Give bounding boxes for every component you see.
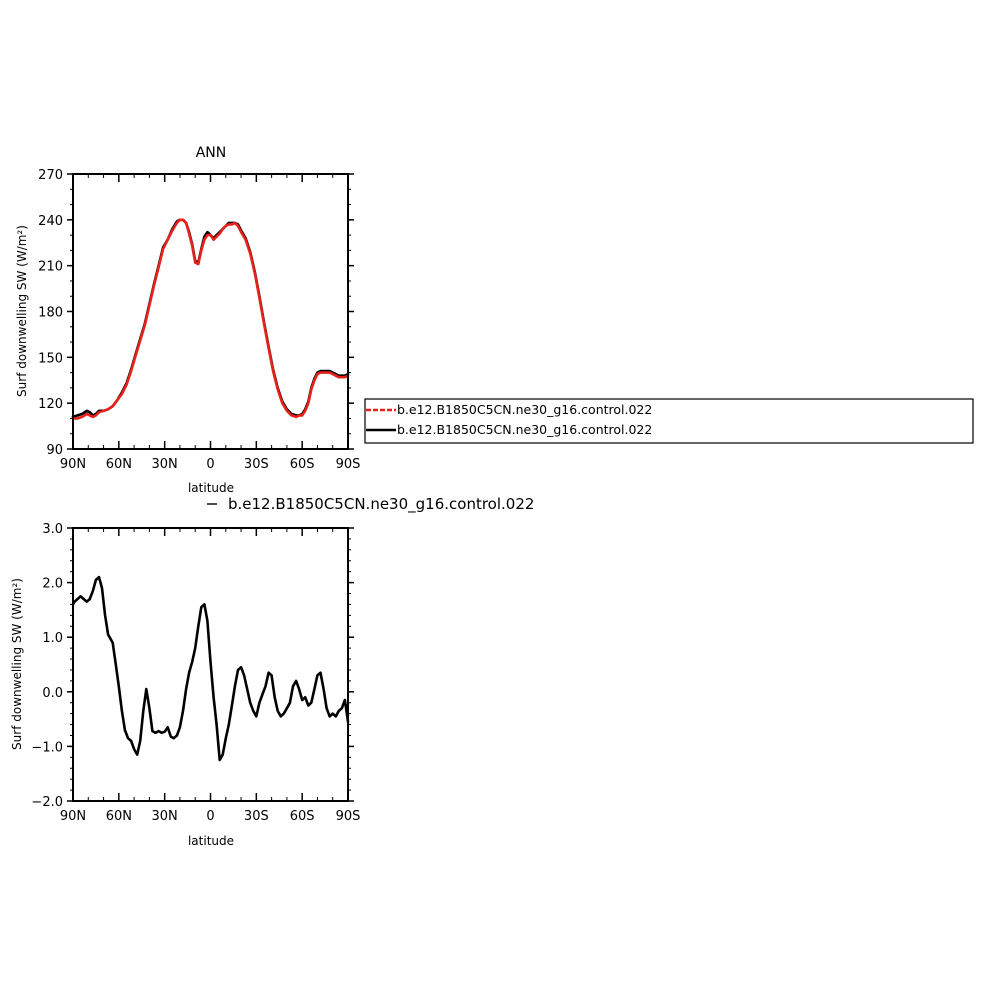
top-axes: 90N 60N 30N 0 30S 60S 90S 90 120 150 180 210 240 270 bbox=[38, 168, 360, 472]
y-tick-label: −1.0 bbox=[31, 740, 63, 755]
x-tick-label: 0 bbox=[206, 809, 214, 824]
x-tick-label: 30S bbox=[244, 809, 269, 824]
top-x-axis-label: latitude bbox=[188, 481, 234, 495]
x-tick-label: 60S bbox=[290, 809, 315, 824]
y-tick-label: 180 bbox=[38, 306, 63, 321]
top-legend: b.e12.B1850C5CN.ne30_g16.control.022 b.e… bbox=[364, 398, 974, 444]
bottom-x-axis-label: latitude bbox=[188, 834, 234, 848]
top-y-axis-label: Surf downwelling SW (W/m²) bbox=[15, 225, 29, 397]
y-tick-label: −2.0 bbox=[31, 795, 63, 810]
series-line-0 bbox=[71, 575, 350, 762]
y-tick-label: 120 bbox=[38, 397, 63, 412]
x-tick-label: 90N bbox=[60, 809, 86, 824]
bottom-plot-frame bbox=[72, 527, 349, 802]
y-tick-label: 240 bbox=[38, 214, 63, 229]
x-tick-label: 60S bbox=[290, 457, 315, 472]
y-tick-label: 270 bbox=[38, 168, 63, 183]
x-tick-label: 0 bbox=[206, 457, 214, 472]
y-tick-label: 1.0 bbox=[42, 631, 63, 646]
bottom-series-group bbox=[71, 575, 350, 762]
bottom-axes: 90N 60N 30N 0 30S 60S 90S −2.0 −1.0 0.0 1.0 2.0 3.0 bbox=[31, 522, 360, 824]
x-tick-label: 90S bbox=[336, 809, 361, 824]
y-tick-label: 210 bbox=[38, 260, 63, 275]
x-tick-label: 30N bbox=[152, 809, 178, 824]
x-tick-label: 30N bbox=[152, 457, 178, 472]
x-tick-label: 30S bbox=[244, 457, 269, 472]
legend-entry-1: b.e12.B1850C5CN.ne30_g16.control.022 bbox=[397, 402, 652, 417]
top-chart-title: ANN bbox=[196, 145, 227, 161]
y-tick-label: 0.0 bbox=[42, 686, 63, 701]
x-tick-label: 90N bbox=[60, 457, 86, 472]
y-tick-label: 150 bbox=[38, 351, 63, 366]
y-tick-label: 3.0 bbox=[42, 522, 63, 537]
series-line-1 bbox=[71, 218, 350, 420]
bottom-y-axis-label: Surf downwelling SW (W/m²) bbox=[10, 578, 24, 750]
x-tick-label: 60N bbox=[106, 809, 132, 824]
top-plot-frame bbox=[72, 173, 349, 450]
y-tick-label: 90 bbox=[46, 443, 63, 458]
top-legend-box bbox=[364, 398, 974, 444]
bottom-panel: 90N 60N 30N 0 30S 60S 90S−2.0−1.00.01.02.03.0 … bbox=[10, 522, 360, 848]
top-series-group bbox=[71, 218, 350, 420]
x-tick-label: 90S bbox=[336, 457, 361, 472]
series-line-0 bbox=[71, 218, 350, 419]
top-panel: ANN 90N 60N 30N 0 30S 60S 90S 90 120 150 180 210 240… bbox=[15, 145, 360, 495]
bottom-legend: b.e12.B1850C5CN.ne30_g16.control.022 bbox=[207, 495, 534, 514]
x-tick-label: 60N bbox=[106, 457, 132, 472]
y-tick-label: 2.0 bbox=[42, 577, 63, 592]
legend-entry-2: b.e12.B1850C5CN.ne30_g16.control.022 bbox=[397, 422, 652, 437]
bottom-legend-entry: b.e12.B1850C5CN.ne30_g16.control.022 bbox=[228, 495, 534, 514]
